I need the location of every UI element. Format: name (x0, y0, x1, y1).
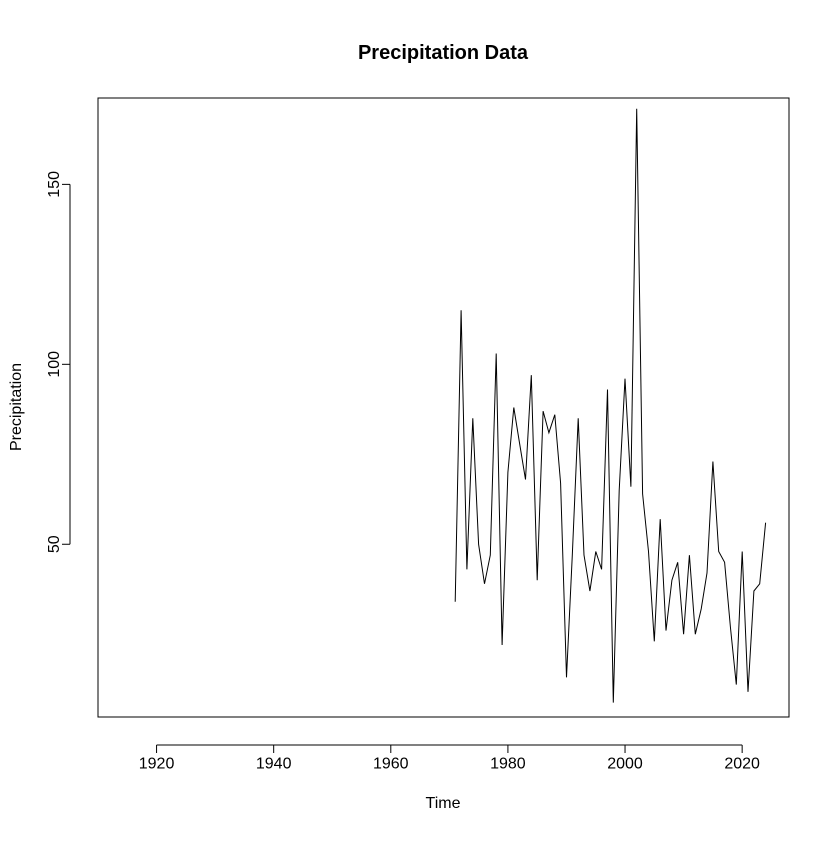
series-line (455, 109, 765, 703)
x-tick-label: 1980 (490, 755, 526, 772)
x-axis-label: Time (426, 795, 461, 812)
y-axis-label: Precipitation (8, 363, 25, 451)
x-tick-label: 2020 (724, 755, 760, 772)
y-axis: 50 100 150 (46, 171, 70, 553)
x-axis: 1920 1940 1960 1980 2000 2020 (139, 745, 760, 772)
x-tick-label: 1960 (373, 755, 409, 772)
x-tick-label: 1940 (256, 755, 292, 772)
chart-title: Precipitation Data (358, 42, 529, 64)
plot-frame (98, 98, 789, 717)
y-tick-label: 150 (46, 171, 63, 198)
y-tick-label: 100 (46, 351, 63, 378)
series-layer (455, 109, 765, 703)
y-tick-label: 50 (46, 535, 63, 553)
x-tick-label: 1920 (139, 755, 175, 772)
x-tick-label: 2000 (607, 755, 643, 772)
